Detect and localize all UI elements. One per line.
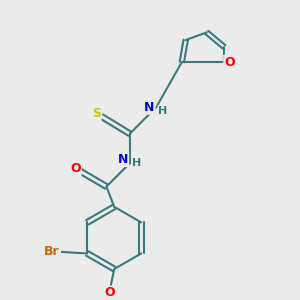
Text: O: O — [104, 286, 115, 299]
Text: H: H — [158, 106, 168, 116]
Text: Br: Br — [44, 245, 60, 258]
Text: S: S — [92, 107, 101, 120]
Text: N: N — [144, 101, 154, 114]
Text: H: H — [132, 158, 141, 168]
Text: O: O — [224, 56, 235, 69]
Text: O: O — [70, 162, 81, 175]
Text: N: N — [118, 153, 128, 166]
